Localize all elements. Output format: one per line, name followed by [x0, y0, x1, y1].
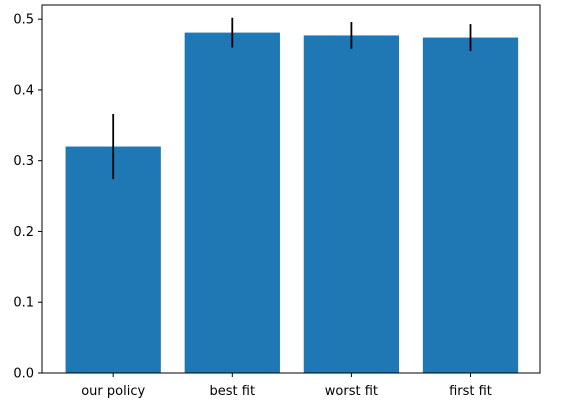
y-axis: 0.0 0.1 0.2 0.3 0.4 0.5 — [13, 13, 42, 382]
bar-series — [65, 32, 519, 374]
x-tick-label: first fit — [449, 384, 492, 399]
y-tick-label: 0.0 — [13, 367, 34, 382]
bar-first-fit — [422, 37, 519, 374]
error-bars — [112, 17, 472, 180]
bar-worst-fit — [303, 35, 400, 373]
y-tick-label: 0.4 — [13, 83, 34, 98]
bar-our-policy — [65, 146, 161, 373]
bar-best-fit — [184, 32, 280, 373]
y-tick-label: 0.5 — [13, 13, 34, 28]
x-tick-label: our policy — [81, 384, 145, 399]
y-tick-label: 0.2 — [13, 225, 34, 240]
x-axis: our policy best fit worst fit first fit — [81, 373, 492, 399]
y-tick-label: 0.3 — [13, 154, 34, 169]
x-tick-label: worst fit — [325, 384, 378, 399]
plot-frame — [41, 4, 541, 374]
x-tick-label: best fit — [210, 384, 256, 399]
y-tick-label: 0.1 — [13, 296, 34, 311]
